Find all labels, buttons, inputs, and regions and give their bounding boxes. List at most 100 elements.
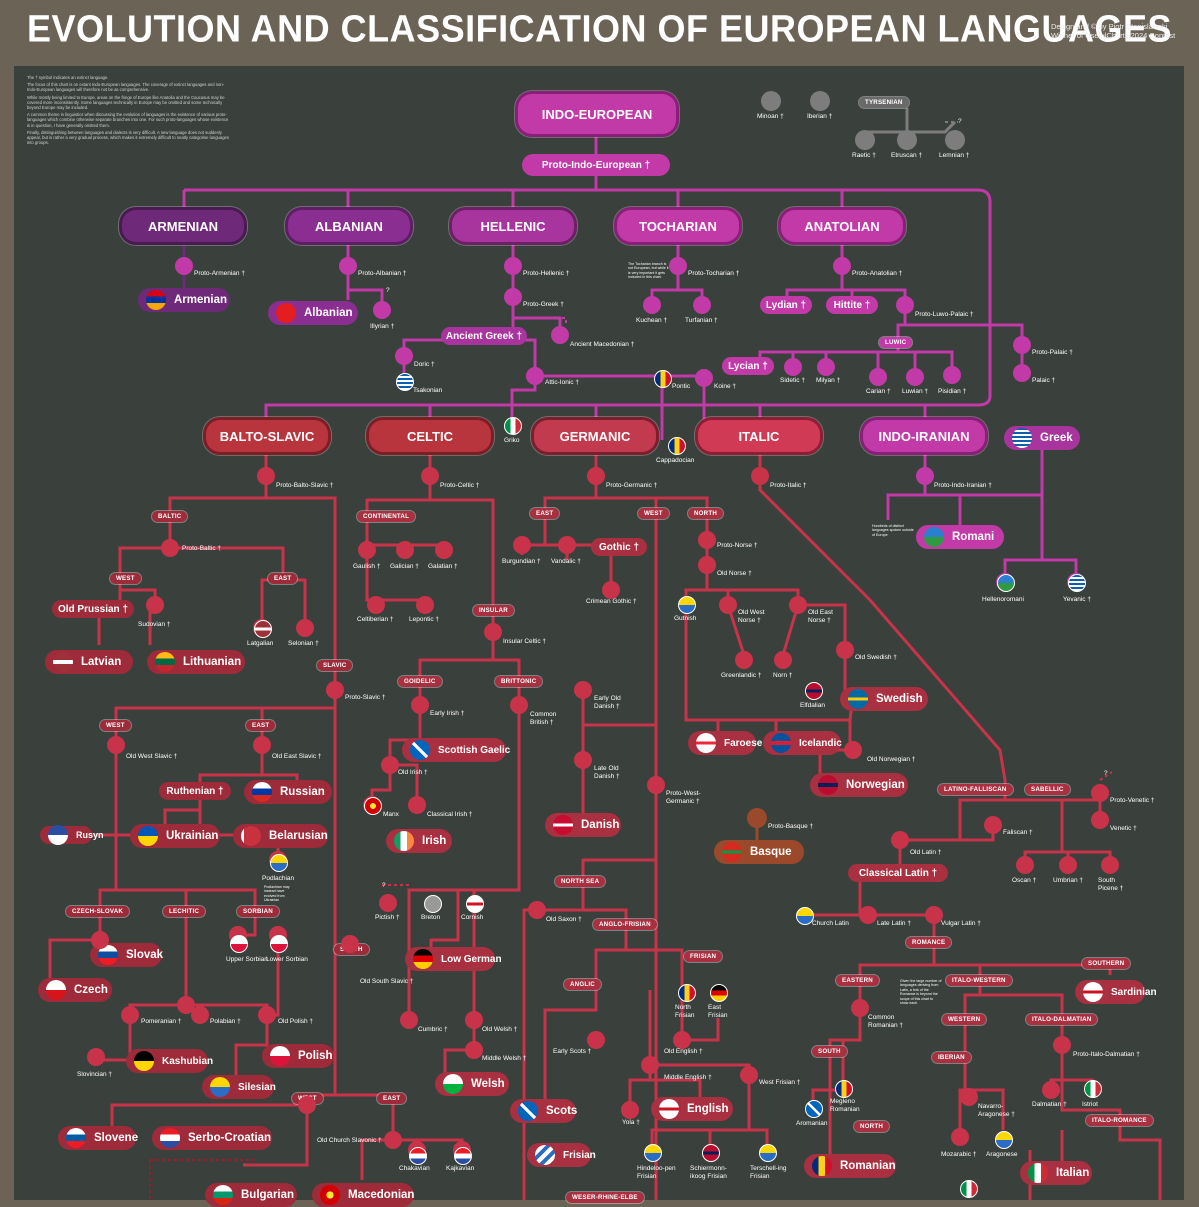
minoan-label: Minoan † xyxy=(757,113,784,120)
indo-european-group[interactable]: INDO-EUROPEAN xyxy=(518,94,676,134)
hellenic-group[interactable]: HELLENIC xyxy=(452,210,574,242)
gothic-node[interactable]: Gothic † xyxy=(591,538,647,556)
rusyn-language[interactable]: Rusyn xyxy=(40,825,104,845)
minoan-node xyxy=(761,91,781,111)
node-dot xyxy=(504,288,522,306)
church-latin-flag-icon xyxy=(796,907,814,925)
italian-language[interactable]: Italian xyxy=(1020,1161,1092,1185)
norwegian-language-flag-icon xyxy=(818,775,838,795)
latvian-language-label: Latvian xyxy=(81,656,122,668)
branch-header: SOUTHERN xyxy=(1082,958,1131,969)
armenian-group[interactable]: ARMENIAN xyxy=(122,210,244,242)
silesian-language[interactable]: Silesian xyxy=(202,1075,276,1099)
kashubian-language[interactable]: Kashubian xyxy=(126,1049,213,1073)
node-label: Cappadocian xyxy=(656,457,695,464)
norwegian-language-label: Norwegian xyxy=(846,779,905,791)
node-label: Old Swedish † xyxy=(855,654,897,661)
balto-slavic-group[interactable]: BALTO-SLAVIC xyxy=(206,420,328,452)
node-dot xyxy=(587,467,605,485)
greek-language[interactable]: Greek xyxy=(1004,426,1080,450)
swedish-language[interactable]: Swedish xyxy=(840,687,928,711)
armenian-language[interactable]: Armenian xyxy=(138,288,230,312)
romanian-language[interactable]: Romanian xyxy=(804,1154,896,1178)
node-label: Latgalian xyxy=(247,640,274,647)
basque-language[interactable]: Basque xyxy=(714,840,804,864)
germanic-group[interactable]: GERMANIC xyxy=(534,420,656,452)
hittite-node[interactable]: Hittite † xyxy=(826,296,878,314)
english-language[interactable]: English xyxy=(651,1097,733,1121)
node-label: Burgundian † xyxy=(502,558,541,565)
serbo-croatian-language[interactable]: Serbo-Croatian xyxy=(152,1126,272,1150)
norwegian-language[interactable]: Norwegian xyxy=(810,773,908,797)
danish-language[interactable]: Danish xyxy=(545,813,621,837)
ancient-greek-node[interactable]: Ancient Greek † xyxy=(441,327,527,345)
ukrainian-language[interactable]: Ukrainian xyxy=(130,824,220,848)
welsh-language[interactable]: Welsh xyxy=(435,1072,509,1096)
polish-language[interactable]: Polish xyxy=(262,1044,334,1068)
latvian-language-flag-icon xyxy=(53,652,73,672)
node-dot xyxy=(851,999,869,1017)
bulgarian-language[interactable]: Bulgarian xyxy=(205,1183,297,1207)
node-label: Schiermonn-ikoog Frisian xyxy=(690,1165,727,1180)
slovene-language[interactable]: Slovene xyxy=(58,1126,138,1150)
raetic-label: Raetic † xyxy=(852,152,876,159)
proto-indo-european-node[interactable]: Proto-Indo-European † xyxy=(522,154,670,176)
english-language-flag-icon xyxy=(659,1099,679,1119)
scots-language[interactable]: Scots xyxy=(510,1099,577,1123)
node-dot xyxy=(574,751,592,769)
frisian-language[interactable]: Frisian xyxy=(527,1143,596,1167)
classical-latin-node[interactable]: Classical Latin † xyxy=(848,864,948,882)
indo-iranian-group[interactable]: INDO-IRANIAN xyxy=(863,420,985,452)
lycian-node[interactable]: Lycian † xyxy=(722,357,774,375)
credit: Design and © by Piotr Stanislawski Winne… xyxy=(1051,22,1175,40)
romani-language[interactable]: Romani xyxy=(916,525,1004,549)
node-label: Proto-Luwo-Palaic † xyxy=(915,311,974,318)
celtic-group[interactable]: CELTIC xyxy=(369,420,491,452)
albanian-language[interactable]: Albanian xyxy=(268,301,358,325)
faroese-language[interactable]: Faroese xyxy=(688,731,762,755)
node-label: Polabian † xyxy=(210,1018,241,1025)
node-dot xyxy=(984,816,1002,834)
old-prussian-node[interactable]: Old Prussian † xyxy=(52,600,134,618)
node-label: Hellenoromani xyxy=(982,596,1024,603)
albanian-group[interactable]: ALBANIAN xyxy=(288,210,410,242)
node-dot xyxy=(960,1088,978,1106)
ruthenian-node[interactable]: Ruthenian † xyxy=(159,782,231,800)
russian-language[interactable]: Russian xyxy=(244,780,332,804)
terschelling-flag-icon xyxy=(759,1144,777,1162)
node-dot xyxy=(396,541,414,559)
branch-header: EAST xyxy=(268,573,298,584)
node-dot xyxy=(1013,364,1031,382)
latvian-language[interactable]: Latvian xyxy=(45,650,133,674)
low-german-language[interactable]: Low German xyxy=(405,947,502,971)
czech-language[interactable]: Czech xyxy=(38,978,112,1002)
node-label: Old Saxon † xyxy=(546,916,582,923)
node-dot xyxy=(784,358,802,376)
anatolian-group[interactable]: ANATOLIAN xyxy=(781,210,903,242)
node-label: Milyan † xyxy=(816,377,841,384)
scottish-gaelic-language[interactable]: Scottish Gaelic xyxy=(402,738,510,762)
branch-line xyxy=(1099,771,1113,781)
scottish-gaelic-language-label: Scottish Gaelic xyxy=(438,744,511,756)
node-label: Proto-Italo-Dalmatian † xyxy=(1073,1051,1140,1058)
node-dot xyxy=(341,935,359,953)
node-dot xyxy=(647,776,665,794)
branch-header: LATINO-FALLISCAN xyxy=(938,784,1013,795)
lithuanian-language[interactable]: Lithuanian xyxy=(147,650,245,674)
lydian-node[interactable]: Lydian † xyxy=(760,296,812,314)
node-dot xyxy=(735,651,753,669)
node-label: Attic-Ionic † xyxy=(545,379,579,386)
irish-language[interactable]: Irish xyxy=(386,829,452,853)
russian-language-flag-icon xyxy=(252,782,272,802)
latgalian-flag-icon xyxy=(254,620,272,638)
node-dot xyxy=(673,1031,691,1049)
icelandic-language[interactable]: Icelandic xyxy=(763,731,842,755)
belarusian-language[interactable]: Belarusian xyxy=(233,824,328,848)
sardinian-language[interactable]: Sardinian xyxy=(1075,980,1157,1004)
node-label: Vulgar Latin † xyxy=(941,920,981,927)
italic-group[interactable]: ITALIC xyxy=(698,420,820,452)
macedonian-language[interactable]: Macedonian xyxy=(312,1183,414,1207)
node-label: Proto-Palaic † xyxy=(1032,349,1073,356)
tocharian-group[interactable]: TOCHARIAN xyxy=(617,210,739,242)
node-label: Gutnish xyxy=(674,615,697,622)
